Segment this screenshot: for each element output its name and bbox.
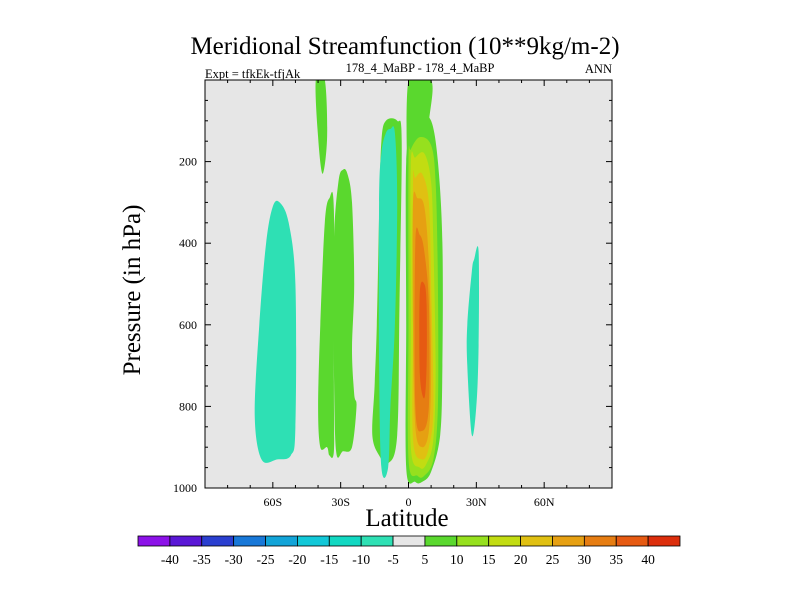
colorbar-swatch (297, 535, 330, 547)
colorbar-swatch (583, 535, 617, 547)
y-tick-label: 400 (179, 236, 197, 250)
chart-title: Meridional Streamfunction (10**9kg/m-2) (190, 33, 619, 60)
colorbar-tick-label: -25 (257, 552, 275, 567)
colorbar-swatch (233, 535, 266, 547)
contour-cell-25S (333, 169, 357, 458)
colorbar-tick-label: 10 (450, 552, 464, 567)
x-tick-label: 0 (406, 495, 412, 509)
contour-cell-40S (318, 191, 335, 458)
colorbar-tick-label: 15 (482, 552, 496, 567)
experiment-label: Expt = tfkEk-tfjAk (205, 67, 301, 81)
colorbar-swatch (456, 535, 490, 547)
contour-cell-30N (466, 246, 480, 437)
plot-area: 60S 30S 0 30N 60N 200 400 600 800 1000 (173, 79, 613, 509)
colorbar-tick-label: 20 (514, 552, 528, 567)
x-tick-label: 30N (466, 495, 487, 509)
y-axis: 200 400 600 800 1000 (173, 99, 612, 495)
colorbar-swatch (265, 535, 298, 547)
y-tick-label: 800 (179, 399, 197, 413)
colorbar: -40 -35 -30 -25 -20 -15 -10 -5 5 10 15 20 25 30 35 40 (137, 535, 681, 567)
colorbar-tick-label: -40 (161, 552, 179, 567)
season-label: ANN (585, 62, 612, 76)
colorbar-swatch (328, 535, 362, 547)
x-tick-label: 60S (263, 495, 282, 509)
colorbar-tick-label: -35 (193, 552, 211, 567)
colorbar-swatch (424, 535, 458, 547)
colorbar-tick-label: 30 (578, 552, 592, 567)
contour-cell-60S (254, 200, 297, 463)
colorbar-swatch (520, 535, 553, 547)
period-label: 178_4_MaBP - 178_4_MaBP (346, 61, 495, 75)
colorbar-swatch (169, 535, 203, 547)
contour-top-column-40S (315, 80, 328, 174)
colorbar-tick-label: 40 (641, 552, 655, 567)
x-tick-label: 30S (331, 495, 350, 509)
colorbar-tick-label: 25 (546, 552, 560, 567)
x-axis: 60S 30S 0 30N 60N (204, 80, 613, 509)
colorbar-swatch (392, 535, 426, 547)
colorbar-swatch (488, 535, 521, 547)
x-axis-label: Latitude (365, 505, 448, 532)
contour-fills (254, 80, 480, 484)
y-tick-label: 1000 (173, 481, 197, 495)
colorbar-swatch (647, 535, 681, 547)
colorbar-swatch (552, 535, 585, 547)
colorbar-tick-label: -30 (225, 552, 243, 567)
x-tick-label: 60N (534, 495, 555, 509)
y-tick-label: 200 (179, 155, 197, 169)
y-axis-label: Pressure (in hPa) (119, 205, 146, 376)
colorbar-tick-label: 35 (609, 552, 623, 567)
y-tick-label: 600 (179, 318, 197, 332)
contour-cell-8S-inner (378, 126, 398, 478)
colorbar-swatch (360, 535, 394, 547)
colorbar-swatch (615, 535, 649, 547)
colorbar-swatch (137, 535, 171, 547)
colorbar-tick-label: 5 (422, 552, 429, 567)
colorbar-tick-label: -20 (288, 552, 306, 567)
colorbar-tick-label: -15 (320, 552, 338, 567)
contour-ascending-cell-35 (419, 281, 427, 399)
colorbar-tick-label: -10 (352, 552, 370, 567)
colorbar-swatch (201, 535, 235, 547)
colorbar-tick-label: -5 (387, 552, 398, 567)
